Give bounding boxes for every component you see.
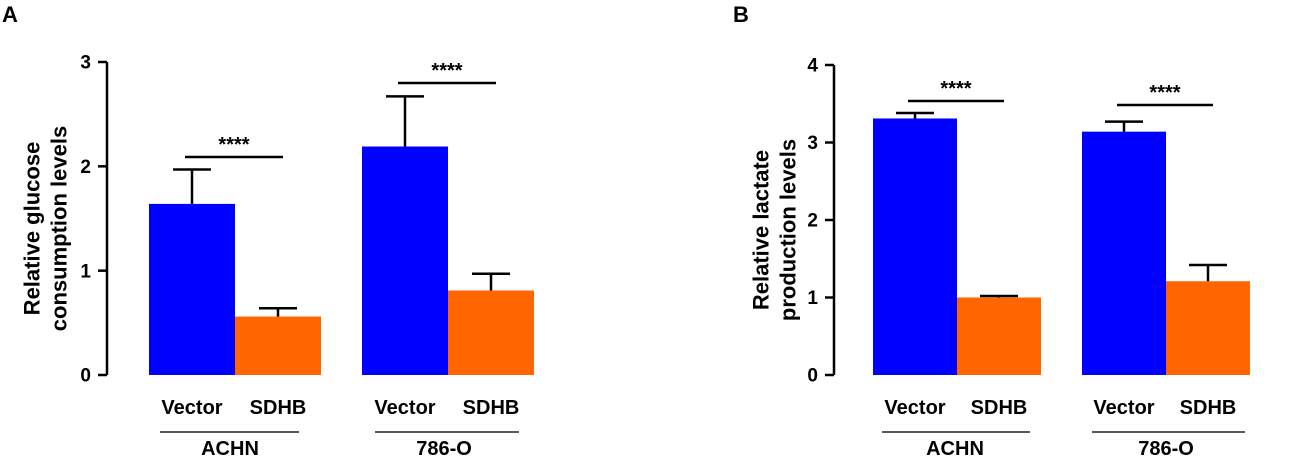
y-axis-title-line: consumption levels — [47, 126, 72, 331]
group-label: 786-O — [416, 438, 472, 457]
y-axis-title-line: Relative lactate — [749, 150, 774, 310]
bar-sdhb — [448, 290, 534, 375]
x-category-label: SDHB — [463, 397, 520, 419]
y-axis-title-line: production levels — [776, 139, 801, 321]
panel-label: B — [733, 2, 749, 27]
group-label: 786-O — [1138, 438, 1194, 457]
x-category-label: Vector — [884, 397, 945, 419]
x-category-label: Vector — [374, 397, 435, 419]
bar-vector — [362, 146, 448, 375]
y-tick-label: 0 — [80, 366, 91, 387]
bar-sdhb — [1166, 281, 1250, 375]
y-tick-label: 1 — [807, 288, 818, 309]
significance-label: **** — [940, 78, 971, 100]
group-label: ACHN — [201, 438, 259, 457]
y-tick-label: 3 — [80, 53, 91, 74]
x-category-label: Vector — [1093, 397, 1154, 419]
bar-sdhb — [957, 297, 1041, 375]
significance-label: **** — [1149, 82, 1180, 104]
x-category-label: SDHB — [1180, 397, 1237, 419]
y-tick-label: 3 — [807, 133, 818, 154]
x-category-label: Vector — [161, 397, 222, 419]
y-tick-label: 2 — [807, 211, 818, 232]
y-tick-label: 1 — [80, 261, 91, 282]
x-category-label: SDHB — [971, 397, 1028, 419]
y-tick-label: 0 — [807, 366, 818, 387]
panel-label: A — [2, 2, 18, 27]
bar-vector — [873, 118, 957, 375]
y-tick-label: 4 — [807, 56, 818, 77]
y-tick-label: 2 — [80, 157, 91, 178]
group-label: ACHN — [926, 438, 984, 457]
significance-label: **** — [431, 60, 462, 82]
y-axis-title-line: Relative glucose — [20, 142, 45, 316]
bar-vector — [149, 203, 235, 375]
x-category-label: SDHB — [250, 397, 307, 419]
chart-panel-b: B Relative lactate production levels 0 1 2 3 4 V… — [733, 2, 1250, 457]
bar-sdhb — [235, 316, 321, 375]
chart-panel-a: A Relative glucose consumption levels 0 1 2 3 V… — [2, 2, 534, 457]
bar-vector — [1082, 131, 1166, 375]
significance-label: **** — [218, 134, 249, 156]
